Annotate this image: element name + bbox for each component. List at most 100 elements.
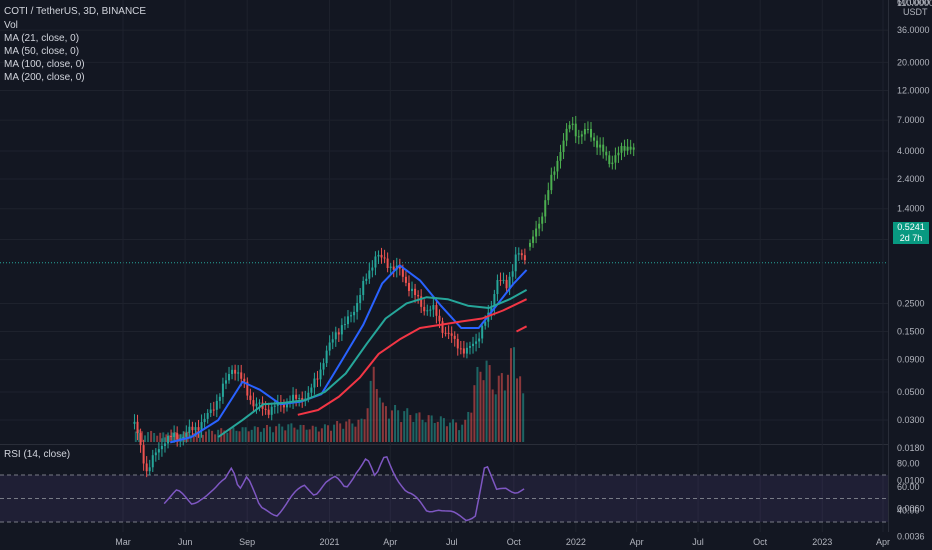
price-candle [340, 325, 343, 335]
ma-line-2 [297, 298, 528, 416]
projection-candle [553, 171, 556, 175]
projection-candle [580, 134, 583, 137]
price-candle [182, 436, 185, 439]
price-candle [350, 315, 353, 317]
volume-bar [156, 435, 159, 442]
time-tick-label: Jul [692, 537, 704, 547]
price-candle [252, 400, 255, 407]
price-candle [170, 435, 173, 438]
volume-bar [186, 431, 189, 442]
projection-candle [571, 123, 574, 126]
legend-ma200[interactable]: MA (200, close, 0) [4, 72, 85, 83]
currency-label: USDT [903, 7, 928, 17]
price-tick-label: 2.4000 [897, 174, 925, 184]
price-candle [191, 426, 194, 431]
volume-bar [192, 433, 195, 442]
price-candle [429, 309, 432, 311]
price-candle [215, 400, 218, 410]
price-candle [243, 378, 246, 382]
price-candle [298, 398, 301, 400]
price-candle [386, 258, 389, 269]
volume-bar [485, 360, 488, 442]
price-candle [197, 427, 200, 431]
rsi-tick-label: 80.00 [897, 458, 920, 468]
volume-bar [204, 431, 207, 442]
volume-bar [439, 416, 442, 442]
volume-bar [381, 402, 384, 442]
projection-candle [538, 223, 541, 229]
price-candle [490, 307, 493, 313]
volume-bar [363, 419, 366, 442]
price-candle [237, 372, 240, 374]
volume-bar [278, 423, 281, 442]
price-candle [285, 402, 288, 408]
price-candle [167, 435, 170, 444]
price-candle [377, 254, 380, 257]
time-axis[interactable]: Mar Jun Sep 2021 Apr Jul Oct 2022 Apr Jul Oct 2023 A… [115, 537, 890, 547]
volume-bar [455, 422, 458, 442]
price-tick-label: 0.2500 [897, 298, 925, 308]
price-candle [417, 295, 420, 297]
price-candle [435, 305, 438, 316]
volume-bar [348, 419, 351, 442]
price-candle [136, 421, 139, 434]
volume-bar [299, 424, 302, 442]
price-candle [154, 452, 157, 456]
volume-bar [476, 366, 479, 442]
price-candle [475, 341, 478, 344]
symbol-title[interactable]: COTI / TetherUS, 3D, BINANCE [4, 6, 147, 17]
price-candle [362, 280, 365, 295]
price-candle [459, 348, 462, 350]
volume-bar [342, 428, 345, 442]
price-candle [228, 374, 231, 381]
legend-ma50[interactable]: MA (50, close, 0) [4, 46, 80, 57]
moving-averages [169, 264, 528, 444]
price-candle [270, 406, 273, 415]
volume-bar [272, 432, 275, 442]
volume-bar [180, 434, 183, 442]
legend-volume[interactable]: Vol [4, 20, 18, 31]
projection-candle [620, 146, 623, 153]
volume-bar [183, 431, 186, 442]
price-candle [423, 306, 426, 312]
volume-bar [467, 411, 470, 442]
projection-candle [608, 155, 611, 165]
volume-bar [287, 424, 290, 442]
volume-bar [244, 427, 247, 442]
price-candle [246, 381, 249, 396]
price-candle [517, 253, 520, 255]
volume-bar [339, 423, 342, 442]
price-candle [273, 405, 276, 407]
price-candle [231, 369, 234, 375]
price-candle [380, 254, 383, 258]
price-candle [502, 279, 505, 281]
price-candle [371, 267, 374, 271]
volume-bar [201, 434, 204, 442]
price-candle [325, 350, 328, 364]
volume-bar [372, 366, 375, 442]
price-candle [218, 396, 221, 401]
volume-bar [147, 432, 150, 442]
projection-candle [583, 129, 586, 135]
legend-ma100[interactable]: MA (100, close, 0) [4, 59, 85, 70]
volume-bar [461, 424, 464, 442]
volume-bar [330, 430, 333, 442]
price-tick-label: 0.0060 [897, 504, 925, 514]
legend-ma21[interactable]: MA (21, close, 0) [4, 33, 80, 44]
price-candle [316, 378, 319, 380]
volume-bar [375, 389, 378, 442]
price-candle [389, 266, 392, 269]
projection-candle [614, 155, 617, 163]
volume-bar [311, 425, 314, 442]
price-candle [337, 332, 340, 335]
price-candle [407, 282, 410, 292]
volume-bar [357, 419, 360, 442]
projection-candle [562, 140, 565, 152]
volume-bar [333, 424, 336, 442]
rsi-tick-label: 40.00 [897, 505, 920, 515]
projection-candle [556, 160, 559, 172]
price-candle [292, 394, 295, 403]
price-tick-label: 20.0000 [897, 57, 930, 67]
rsi-title[interactable]: RSI (14, close) [4, 449, 71, 460]
